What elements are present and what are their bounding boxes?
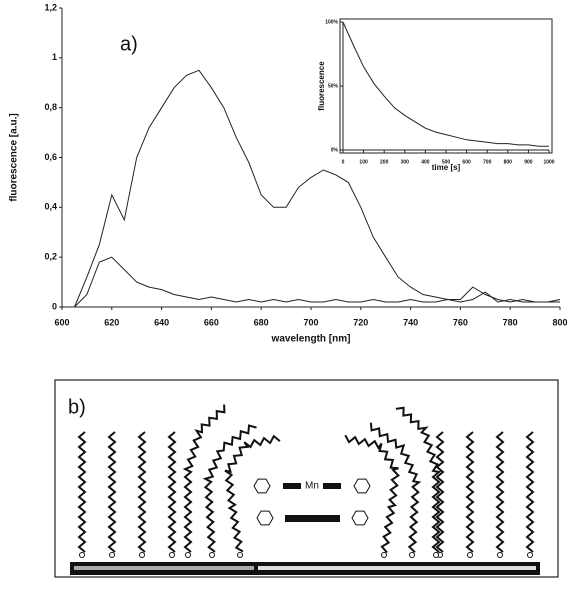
x-tick-label: 780 — [503, 317, 518, 327]
alkyl-chain — [77, 431, 87, 553]
x-tick-label: 100 — [359, 159, 368, 165]
y-tick-label: 1 — [52, 52, 57, 62]
x-tick-label: 660 — [204, 317, 219, 327]
alkyl-chain — [182, 404, 226, 553]
aromatic-ring — [353, 478, 371, 494]
alkyl-chain — [525, 431, 535, 553]
data-line — [342, 21, 549, 147]
y-tick-label: 1,2 — [44, 2, 57, 12]
x-tick-label: 800 — [504, 159, 513, 165]
head-group — [381, 552, 387, 558]
x-tick-label: 720 — [353, 317, 368, 327]
head-group — [185, 552, 191, 558]
head-group — [527, 552, 533, 558]
x-tick-label: 900 — [524, 159, 533, 165]
x-tick-label: 700 — [303, 317, 318, 327]
x-tick-label: 400 — [421, 159, 430, 165]
x-tick-label: 740 — [403, 317, 418, 327]
head-group — [433, 552, 439, 558]
alkyl-chain — [435, 431, 445, 553]
x-axis-label: wavelength [nm] — [271, 334, 351, 345]
head-group — [109, 552, 115, 558]
linker — [283, 483, 301, 489]
alkyl-chain — [137, 431, 147, 553]
substrate-stripe — [258, 566, 536, 570]
y-tick-label: 0,6 — [44, 152, 57, 162]
alkyl-chain — [369, 422, 422, 553]
y-tick-label: 0% — [331, 147, 339, 153]
x-tick-label: 1000 — [543, 159, 554, 165]
alkyl-chain — [167, 431, 177, 553]
head-group — [467, 552, 473, 558]
panel-b-frame — [54, 379, 559, 578]
head-group — [209, 552, 215, 558]
y-axis-label: fluorescence [a.u.] — [9, 113, 20, 201]
alkyl-chain — [465, 431, 475, 553]
alkyl-chain — [495, 431, 505, 553]
inset-frame — [339, 18, 553, 154]
y-tick-label: 0,8 — [44, 102, 57, 112]
x-tick-label: 600 — [54, 317, 69, 327]
aromatic-ring — [351, 510, 369, 526]
linker — [323, 483, 341, 489]
x-tick-label: 620 — [104, 317, 119, 327]
head-group — [237, 552, 243, 558]
head-group — [79, 552, 85, 558]
y-axis-label: fluorescence — [317, 61, 326, 111]
x-tick-label: 300 — [401, 159, 410, 165]
alkyl-chain — [202, 424, 257, 553]
y-tick-label: 0,2 — [44, 252, 57, 262]
x-tick-label: 760 — [453, 317, 468, 327]
x-tick-label: 700 — [483, 159, 492, 165]
panel-label: a) — [120, 33, 138, 55]
x-tick-label: 800 — [552, 317, 567, 327]
y-tick-label: 50% — [328, 83, 339, 89]
x-axis-label: time [s] — [432, 163, 461, 172]
x-tick-label: 200 — [380, 159, 389, 165]
head-group — [139, 552, 145, 558]
x-tick-label: 680 — [254, 317, 269, 327]
panel-label: b) — [68, 396, 86, 418]
head-group — [497, 552, 503, 558]
aromatic-ring — [256, 510, 274, 526]
linker — [285, 515, 340, 522]
alkyl-chain — [344, 434, 400, 554]
head-group — [169, 552, 175, 558]
y-tick-label: 0,4 — [44, 202, 57, 212]
head-group — [409, 552, 415, 558]
alkyl-chain — [395, 406, 442, 553]
x-tick-label: 640 — [154, 317, 169, 327]
x-tick-label: 0 — [342, 159, 345, 165]
data-line — [62, 69, 561, 308]
metal-label: Mn — [305, 481, 319, 492]
alkyl-chain — [224, 434, 281, 553]
alkyl-chain — [107, 431, 117, 553]
x-tick-label: 600 — [462, 159, 471, 165]
y-tick-label: 100% — [325, 19, 338, 25]
data-line — [62, 256, 560, 308]
x-tick-label: 500 — [442, 159, 451, 165]
aromatic-ring — [253, 478, 271, 494]
substrate-stripe — [74, 566, 254, 570]
y-tick-label: 0 — [52, 301, 57, 311]
